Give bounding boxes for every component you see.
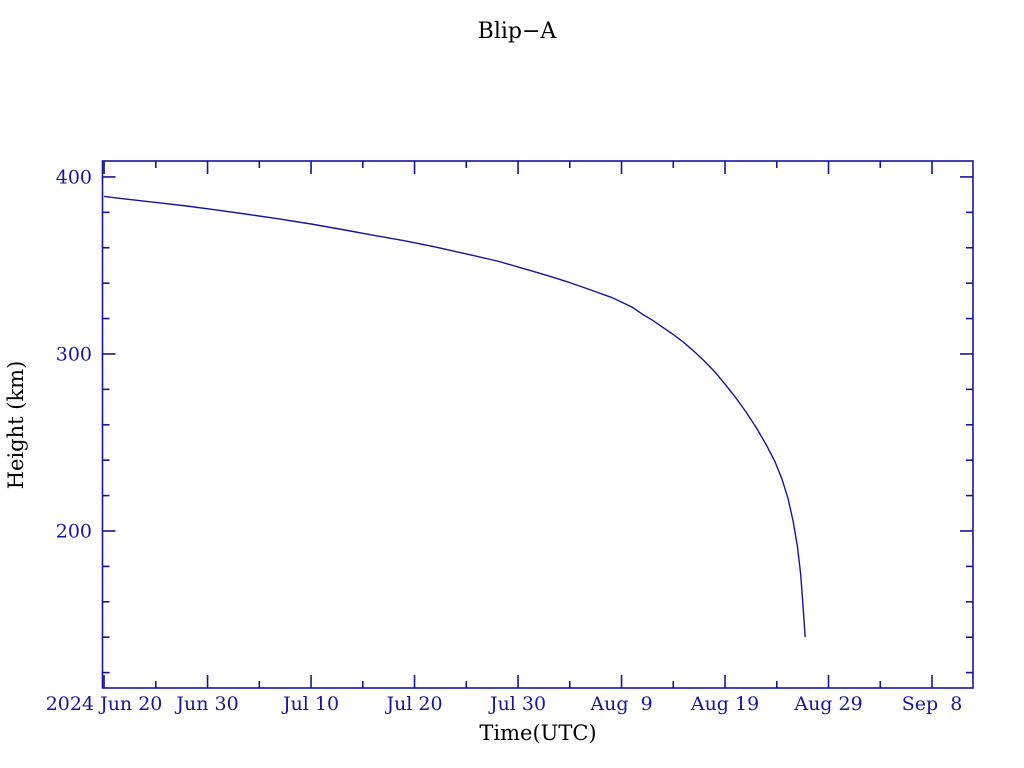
x-tick-label: Jul 20 bbox=[384, 693, 442, 715]
x-tick-label: Aug 29 bbox=[793, 693, 862, 715]
y-tick-label: 400 bbox=[56, 166, 92, 188]
y-tick-label: 300 bbox=[56, 343, 92, 365]
x-tick-label: Aug 9 bbox=[589, 693, 652, 715]
y-axis-title: Height (km) bbox=[4, 361, 28, 490]
x-tick-label: Jul 10 bbox=[281, 693, 339, 715]
x-tick-label: Aug 19 bbox=[690, 693, 759, 715]
height-curve bbox=[104, 195, 806, 638]
x-tick-label: 2024 Jun 20 bbox=[46, 693, 163, 715]
chart-title: Blip−A bbox=[478, 19, 558, 44]
plot-area: 2024 Jun 20 Jun 30 Jul 10 Jul 20 Jul 30 Aug 9… bbox=[46, 160, 974, 715]
y-tick-label: 200 bbox=[56, 520, 92, 542]
plot-frame bbox=[101, 160, 974, 689]
x-tick-label: Sep 8 bbox=[902, 693, 963, 715]
x-tick-label: Jun 30 bbox=[174, 693, 238, 715]
x-axis-title: Time(UTC) bbox=[479, 721, 596, 745]
x-tick-label: Jul 30 bbox=[488, 693, 546, 715]
